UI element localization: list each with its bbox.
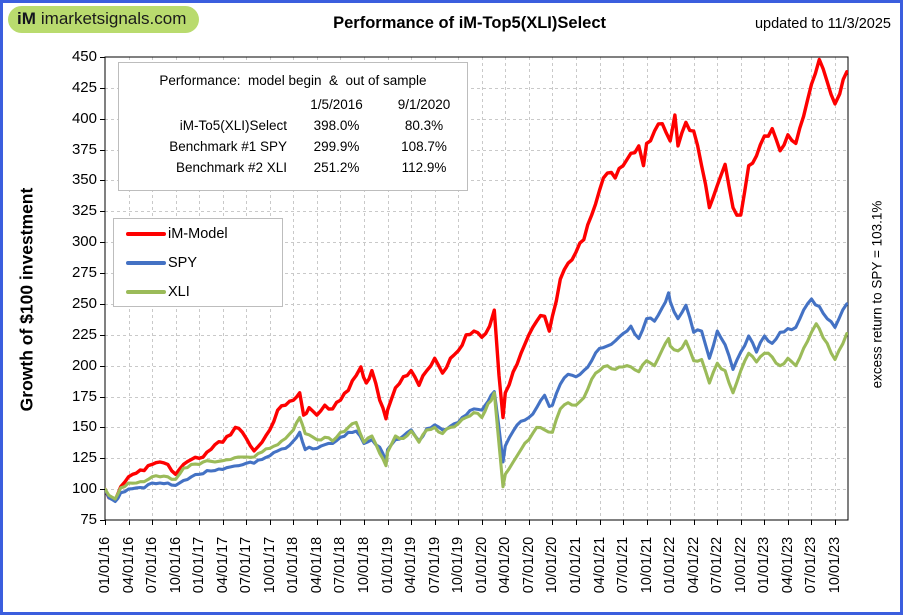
x-tick-label: 01/01/19 (379, 536, 396, 594)
x-tick-label: 10/01/16 (167, 536, 184, 594)
x-tick-label: 04/01/18 (308, 536, 325, 594)
stats-value: 9/1/2020 (397, 97, 451, 112)
stats-row-label: Benchmark #1 SPY (169, 139, 287, 154)
plot-border (104, 56, 849, 521)
x-tick-label: 10/01/22 (732, 536, 749, 594)
y-tick-label: 75 (80, 511, 97, 528)
x-tick-label: 01/01/16 (97, 536, 113, 594)
legend-label: iM-Model (168, 225, 228, 242)
stats-value: 108.7% (401, 139, 447, 154)
x-tick-label: 01/01/22 (662, 536, 679, 594)
stats-value: 251.2% (313, 160, 360, 175)
x-tick-label: 07/01/19 (426, 536, 443, 594)
x-tick-label: 07/01/18 (332, 536, 349, 594)
x-tick-label: 10/01/23 (827, 536, 843, 594)
x-tick-label: 07/01/23 (803, 536, 820, 594)
legend-item-xli: XLI (114, 277, 282, 306)
stats-row-label: iM-To5(XLI)Select (179, 118, 287, 133)
stats-value: 398.0% (313, 118, 360, 133)
stats-row-label (119, 94, 289, 115)
x-tick-label: 07/01/16 (144, 536, 161, 594)
y-tick-label: 325 (71, 202, 97, 220)
stats-value: 112.9% (401, 160, 447, 175)
x-tick-label: 01/01/21 (567, 536, 584, 594)
legend-label: XLI (168, 283, 190, 300)
logo-im-mark: iM (17, 9, 36, 28)
x-tick-label: 07/01/20 (520, 536, 537, 594)
x-tick-label: 01/01/20 (473, 536, 490, 594)
y-axis-title: Growth of $100 investment (16, 187, 37, 412)
x-tick-label: 07/01/22 (709, 536, 726, 594)
x-tick-label: 04/01/21 (591, 536, 608, 594)
legend-item-im-model: iM-Model (114, 219, 282, 248)
page-title: Performance of iM-Top5(XLI)Select (333, 14, 606, 32)
performance-stats-box: Performance: model begin & out of sample… (118, 62, 468, 191)
updated-label: updated to (754, 16, 824, 32)
x-tick-label: 01/01/23 (756, 536, 773, 594)
x-tick-label: 10/01/17 (261, 536, 278, 594)
x-tick-label: 01/01/17 (191, 536, 208, 594)
y-tick-label: 225 (71, 325, 97, 343)
series-im-model-line (105, 57, 848, 502)
x-tick-label: 07/01/17 (238, 536, 255, 594)
stats-data-row: Benchmark #1 SPY 299.9% 108.7% (119, 136, 467, 157)
y-tick-label: 425 (71, 78, 97, 96)
x-tick-label: 10/01/21 (638, 536, 655, 594)
y-tick-label: 450 (71, 48, 97, 65)
updated-value: 11/3/2025 (827, 16, 891, 32)
legend-label: SPY (168, 254, 198, 271)
x-tick-label: 04/01/16 (120, 536, 137, 594)
legend-line-swatch (126, 260, 166, 265)
y-tick-label: 200 (71, 356, 97, 374)
y-tick-label: 150 (71, 418, 97, 436)
stats-value: 299.9% (313, 139, 360, 154)
axis-ticks (100, 57, 836, 525)
stats-heading: Performance: model begin & out of sample (159, 73, 427, 88)
stats-row-label: Benchmark #2 XLI (175, 160, 287, 175)
x-tick-label: 04/01/20 (497, 536, 514, 594)
x-tick-label: 10/01/20 (544, 536, 561, 594)
updated-date: updated to 11/3/2025 (755, 16, 891, 32)
y-tick-label: 375 (71, 140, 97, 158)
x-tick-label: 10/01/19 (450, 536, 467, 594)
y-tick-label: 100 (71, 480, 97, 498)
y-tick-label: 275 (71, 264, 97, 282)
x-tick-label: 07/01/21 (615, 536, 632, 594)
x-tick-label: 04/01/19 (403, 536, 420, 594)
series-xli-line (105, 322, 848, 501)
x-tick-label: 10/01/18 (356, 536, 373, 594)
series-spy-line (105, 291, 848, 504)
y-tick-label: 175 (71, 387, 97, 405)
y-tick-label: 125 (71, 449, 97, 467)
x-tick-label: 04/01/17 (214, 536, 231, 594)
stats-rows: 1/5/2016 9/1/2020 iM-To5(XLI)Select 398.0% 8… (119, 94, 467, 178)
x-tick-label: 04/01/22 (685, 536, 702, 594)
legend-line-swatch (126, 289, 166, 294)
stats-value: 1/5/2016 (310, 97, 363, 112)
y-tick-label: 300 (71, 233, 97, 251)
x-tick-label: 01/01/18 (285, 536, 302, 594)
stats-date-header-row: 1/5/2016 9/1/2020 (119, 94, 467, 115)
logo-text: imarketsignals.com (40, 9, 187, 28)
logo: iM imarketsignals.com (8, 6, 200, 33)
stats-data-row: iM-To5(XLI)Select 398.0% 80.3% (119, 115, 467, 136)
legend-line-swatch (126, 231, 166, 236)
y-tick-label: 250 (71, 294, 97, 312)
stats-value: 80.3% (404, 118, 444, 133)
x-tick-label: 04/01/23 (779, 536, 796, 594)
excess-return-annotation: excess return to SPY = 103.1% (869, 200, 885, 389)
stats-data-row: Benchmark #2 XLI 251.2% 112.9% (119, 157, 467, 178)
y-tick-label: 350 (71, 171, 97, 189)
legend-box: iM-Model SPY XLI (113, 218, 283, 307)
legend-item-spy: SPY (114, 248, 282, 277)
y-tick-label: 400 (71, 109, 97, 127)
